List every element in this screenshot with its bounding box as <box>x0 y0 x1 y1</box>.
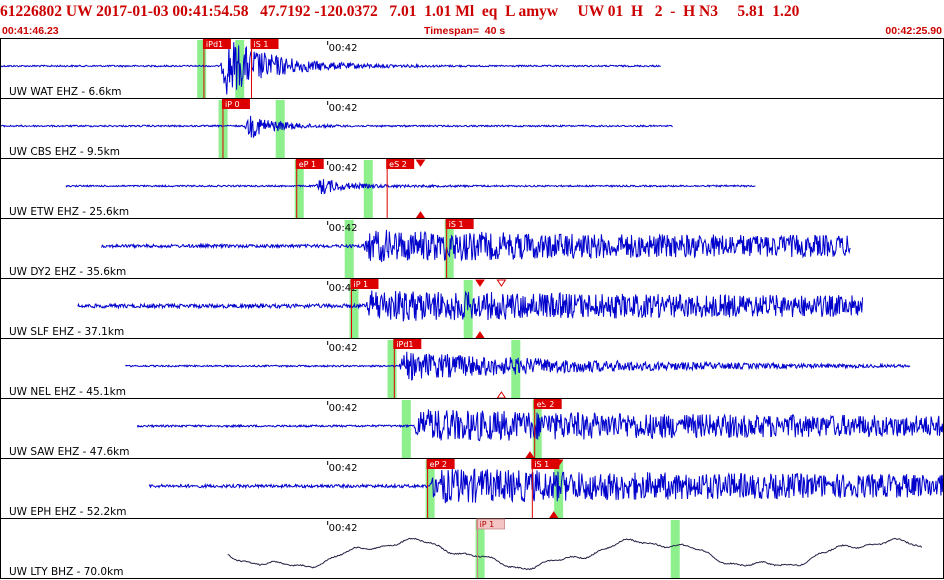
trace-row[interactable]: 00:42 iP 1 UW LTY BHZ - 70.0km <box>0 518 944 579</box>
time-tick-label: 00:42 <box>329 523 358 534</box>
window-start-time: 00:41:46.23 <box>2 25 59 37</box>
trace-row[interactable]: 00:42 iPd1 UW NEL EHZ - 45.1km <box>0 339 944 399</box>
time-tick-label: 00:42 <box>329 223 358 234</box>
time-tick-label: 00:42 <box>329 403 358 414</box>
phase-pick-flag[interactable] <box>202 39 231 49</box>
trace-row[interactable]: 00:42 iP 0 UW CBS EHZ - 9.5km <box>0 99 944 159</box>
phase-pick-label: iPd1 <box>206 40 223 49</box>
phase-pick-flag[interactable] <box>531 459 560 469</box>
phase-pick-label: iS 1 <box>449 220 464 229</box>
phase-pick-flag[interactable] <box>426 459 455 469</box>
pick-window <box>344 220 354 278</box>
pick-window <box>670 520 680 578</box>
trace-row[interactable]: 00:42 eP 2 iS 1 UW EPH EHZ - 52.2km <box>0 459 944 519</box>
channel-label: UW ETW EHZ - 25.6km <box>9 206 129 218</box>
phase-pick-label: iPd1 <box>396 340 413 349</box>
waveform <box>136 409 944 442</box>
pick-window <box>425 460 435 518</box>
amplitude-marker <box>496 279 507 287</box>
phase-pick-flag[interactable] <box>250 39 279 49</box>
phase-pick-label: iS 1 <box>254 40 269 49</box>
amplitude-marker <box>415 211 426 219</box>
amplitude-marker <box>553 459 564 467</box>
amplitude-marker <box>541 399 552 407</box>
phase-pick-flag[interactable] <box>295 159 324 169</box>
channel-label: UW EPH EHZ - 52.2km <box>9 506 126 518</box>
time-tick-label: 00:42 <box>329 103 358 114</box>
phase-pick-label: eP 1 <box>299 160 316 169</box>
waveform <box>227 537 923 571</box>
amplitude-marker <box>475 279 485 287</box>
timespan-label: Timespan= 40 s <box>424 25 506 37</box>
trace-row[interactable]: 00:42 iS 1 UW DY2 EHZ - 35.6km <box>0 219 944 279</box>
channel-label: UW NEL EHZ - 45.1km <box>9 386 126 398</box>
channel-label: UW DY2 EHZ - 35.6km <box>9 266 126 278</box>
pick-window <box>197 40 207 98</box>
time-tick-label: 00:42 <box>329 343 358 354</box>
waveform <box>101 229 851 263</box>
amplitude-marker <box>415 159 426 167</box>
pick-window <box>475 520 485 578</box>
phase-pick-flag[interactable] <box>393 339 422 349</box>
waveform <box>148 468 944 504</box>
pick-window <box>387 340 397 398</box>
trace-row[interactable]: 00:42 eP 1 eS 2 UW ETW EHZ - 25.6km <box>0 159 944 219</box>
pick-window <box>294 160 304 218</box>
time-tick-label: 00:42 <box>329 463 358 474</box>
event-header: 61226802 UW 2017-01-03 00:41:54.58 47.71… <box>0 0 944 38</box>
amplitude-marker <box>496 391 507 399</box>
time-tick-label: 00:42 <box>329 163 358 174</box>
amplitude-marker <box>475 331 485 339</box>
phase-pick-label: eP 2 <box>430 460 447 469</box>
phase-pick-flag[interactable] <box>386 159 415 169</box>
pick-window <box>349 280 359 338</box>
channel-label: UW LTY BHZ - 70.0km <box>9 566 123 578</box>
phase-pick-label: iP 1 <box>480 520 495 529</box>
phase-pick-label: iS 1 <box>534 460 549 469</box>
time-tick-label: 00:42 <box>329 283 358 294</box>
pick-window <box>401 400 411 458</box>
event-summary-line: 61226802 UW 2017-01-03 00:41:54.58 47.71… <box>0 3 800 20</box>
channel-label: UW SAW EHZ - 47.6km <box>9 446 129 458</box>
channel-label: UW SLF EHZ - 37.1km <box>9 326 124 338</box>
phase-pick-label: iP 1 <box>353 280 368 289</box>
phase-pick-flag[interactable] <box>476 518 505 530</box>
pick-window <box>363 160 373 218</box>
window-end-time: 00:42:25.90 <box>885 25 942 37</box>
waveform <box>0 115 673 139</box>
channel-label: UW WAT EHZ - 6.6km <box>9 86 122 98</box>
phase-pick-flag[interactable] <box>350 279 379 289</box>
phase-pick-flag[interactable] <box>445 219 474 229</box>
waveform <box>65 179 756 195</box>
time-tick-label: 00:42 <box>329 43 358 54</box>
waveform <box>125 351 911 381</box>
phase-pick-label: iP 0 <box>225 100 240 109</box>
waveform <box>77 290 863 322</box>
trace-row[interactable]: 00:42 eS 2UW SAW EHZ - 47.6km <box>0 399 944 459</box>
phase-pick-label: eS 2 <box>389 160 407 169</box>
waveform <box>0 42 661 95</box>
phase-pick-flag[interactable] <box>221 99 250 109</box>
channel-label: UW CBS EHZ - 9.5km <box>9 146 120 158</box>
trace-row[interactable]: 00:42 iPd1 iS 1 UW WAT EHZ - 6.6km <box>0 39 944 99</box>
pick-window <box>444 220 454 278</box>
